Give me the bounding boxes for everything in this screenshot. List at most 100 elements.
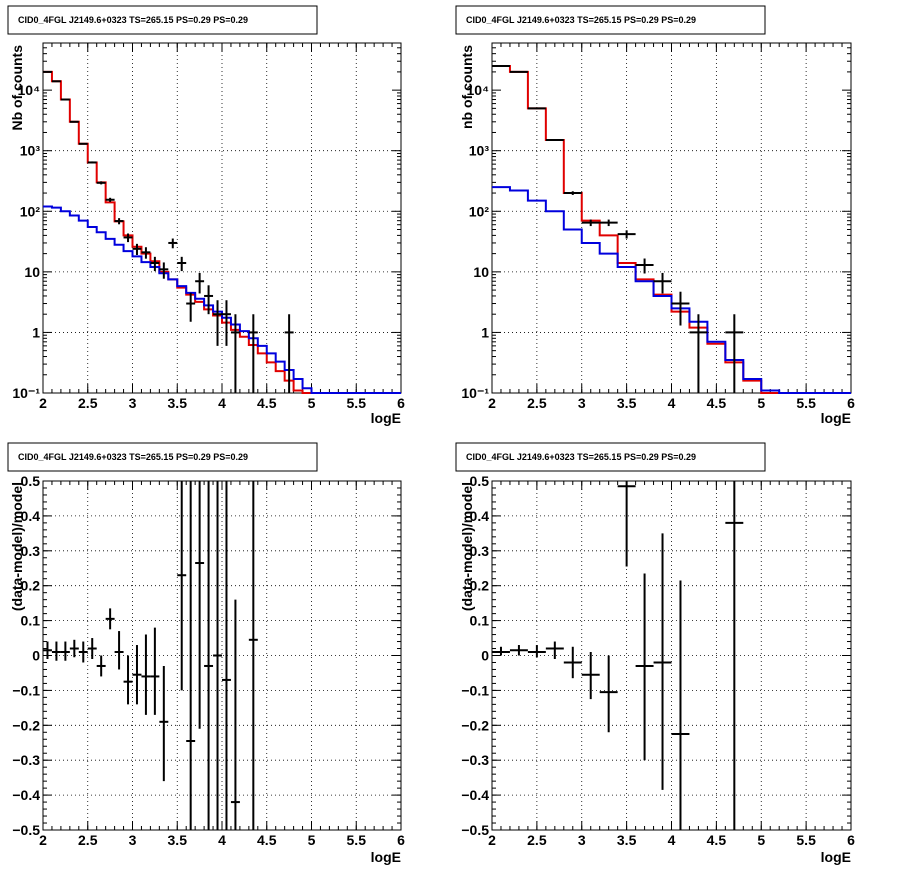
model-component-step <box>43 205 401 394</box>
y-tick-label: 0.1 <box>21 613 41 629</box>
x-tick-label: 3.5 <box>617 832 637 848</box>
x-tick-label: 5 <box>757 395 765 411</box>
plot-frame <box>42 42 402 394</box>
y-tick-label: 0.5 <box>470 473 490 489</box>
x-tick-label: 4.5 <box>707 395 727 411</box>
y-tick-label: 10³ <box>469 143 490 159</box>
x-tick-label: 2 <box>39 395 47 411</box>
y-tick-label: 10 <box>24 264 40 280</box>
x-tick-label: 5 <box>308 395 316 411</box>
x-tick-label: 3 <box>129 832 137 848</box>
y-tick-label: 0.1 <box>470 613 490 629</box>
x-tick-label: 5.5 <box>796 395 816 411</box>
x-tick-label: 3.5 <box>168 832 188 848</box>
x-tick-label: 2.5 <box>78 832 98 848</box>
y-tick-label: 10 <box>473 264 489 280</box>
panel-top-left: CID0_4FGL J2149.6+0323 TS=265.15 PS=0.29… <box>7 5 405 426</box>
panel-bottom-right: CID0_4FGL J2149.6+0323 TS=265.15 PS=0.29… <box>455 442 855 865</box>
y-tick-label: 10⁻¹ <box>12 385 40 401</box>
model-total-step <box>43 70 401 394</box>
x-tick-label: 4.5 <box>257 395 277 411</box>
y-tick-label: 0.4 <box>470 508 490 524</box>
x-tick-label: 2 <box>39 832 47 848</box>
y-tick-label: −0.3 <box>12 752 40 768</box>
y-tick-label: 10³ <box>20 143 41 159</box>
y-tick-label: 0.4 <box>21 508 41 524</box>
x-tick-label: 2 <box>488 832 496 848</box>
panel-title-box <box>7 5 318 35</box>
x-tick-label: 5.5 <box>347 395 367 411</box>
y-tick-label: −0.5 <box>12 822 40 838</box>
plot-frame <box>491 42 852 394</box>
x-tick-label: 4 <box>668 832 676 848</box>
y-axis-label: (data-model)/model <box>459 482 475 611</box>
y-tick-label: 10² <box>20 203 41 219</box>
y-tick-label: −0.3 <box>461 752 489 768</box>
y-tick-label: −0.5 <box>461 822 489 838</box>
y-tick-label: −0.2 <box>12 717 40 733</box>
y-tick-label: 0.3 <box>470 543 490 559</box>
y-tick-label: 1 <box>32 324 40 340</box>
model-component-step <box>492 186 851 394</box>
plot-area: 2 2.5 3 3.5 4 4.5 5 5.5 6 10⁻¹ 1 10 10² 10³ 10⁴ <box>12 42 405 411</box>
y-tick-label: −0.1 <box>12 682 40 698</box>
x-tick-label: 2.5 <box>78 395 98 411</box>
x-tick-label: 5 <box>308 832 316 848</box>
y-tick-label: 0.3 <box>21 543 41 559</box>
panel-title: CID0_4FGL J2149.6+0323 TS=265.15 PS=0.29… <box>466 15 696 25</box>
x-tick-label: 2 <box>488 395 496 411</box>
y-tick-label: −0.4 <box>12 787 40 803</box>
y-tick-label: −0.1 <box>461 682 489 698</box>
x-axis-label: logE <box>371 410 401 426</box>
panel-title: CID0_4FGL J2149.6+0323 TS=265.15 PS=0.29… <box>18 452 248 462</box>
y-tick-label: 10⁻¹ <box>461 385 489 401</box>
plot-area: 2 2.5 3 3.5 4 4.5 5 5.5 6 10⁻¹ 1 10 10² 10³ 10⁴ <box>461 42 855 411</box>
x-tick-label: 6 <box>397 832 405 848</box>
y-tick-label: −0.2 <box>461 717 489 733</box>
x-tick-label: 4.5 <box>257 832 277 848</box>
x-tick-label: 4 <box>218 395 226 411</box>
y-tick-label: 0.5 <box>21 473 41 489</box>
y-tick-label: −0.4 <box>461 787 489 803</box>
x-tick-label: 3.5 <box>617 395 637 411</box>
x-tick-label: 5.5 <box>347 832 367 848</box>
plot-frame <box>491 480 852 831</box>
y-tick-label: 0 <box>32 648 40 664</box>
y-tick-label: 10⁴ <box>467 82 490 98</box>
x-tick-label: 3 <box>129 395 137 411</box>
panel-title: CID0_4FGL J2149.6+0323 TS=265.15 PS=0.29… <box>466 452 696 462</box>
x-tick-label: 3.5 <box>168 395 188 411</box>
x-tick-label: 5.5 <box>796 832 816 848</box>
x-tick-label: 2.5 <box>527 832 547 848</box>
panel-title-box <box>455 5 766 35</box>
x-tick-label: 3 <box>578 832 586 848</box>
x-tick-label: 3 <box>578 395 586 411</box>
y-axis-label: Nb of counts <box>9 45 25 131</box>
x-tick-label: 4.5 <box>707 832 727 848</box>
y-tick-label: 0.2 <box>21 578 41 594</box>
panel-top-right: CID0_4FGL J2149.6+0323 TS=265.15 PS=0.29… <box>455 5 855 426</box>
panel-title-box <box>455 442 766 472</box>
x-tick-label: 4 <box>218 832 226 848</box>
y-axis-label: (data-model)/model <box>9 482 25 611</box>
panel-title: CID0_4FGL J2149.6+0323 TS=265.15 PS=0.29… <box>18 15 248 25</box>
x-tick-label: 6 <box>847 832 855 848</box>
x-axis-label: logE <box>821 849 851 865</box>
y-axis-label: nb of counts <box>459 45 475 129</box>
y-tick-label: 10⁴ <box>18 82 41 98</box>
y-tick-label: 10² <box>469 203 490 219</box>
x-tick-label: 4 <box>668 395 676 411</box>
x-axis-label: logE <box>821 410 851 426</box>
x-tick-label: 5 <box>757 832 765 848</box>
plot-area: 2 2.5 3 3.5 4 4.5 5 5.5 6 −0.5 −0.4 −0.3 −0.2 −0.1 0 0.… <box>461 473 855 848</box>
panel-title-box <box>7 442 318 472</box>
panel-bottom-left: CID0_4FGL J2149.6+0323 TS=265.15 PS=0.29… <box>7 442 405 865</box>
x-tick-label: 6 <box>397 395 405 411</box>
y-tick-label: 0.2 <box>470 578 490 594</box>
y-tick-label: 0 <box>481 648 489 664</box>
x-axis-label: logE <box>371 849 401 865</box>
plot-area: 2 2.5 3 3.5 4 4.5 5 5.5 6 −0.5 −0.4 −0.3 −0.2 −0.1 0 0.… <box>12 473 405 848</box>
x-tick-label: 6 <box>847 395 855 411</box>
x-tick-label: 2.5 <box>527 395 547 411</box>
